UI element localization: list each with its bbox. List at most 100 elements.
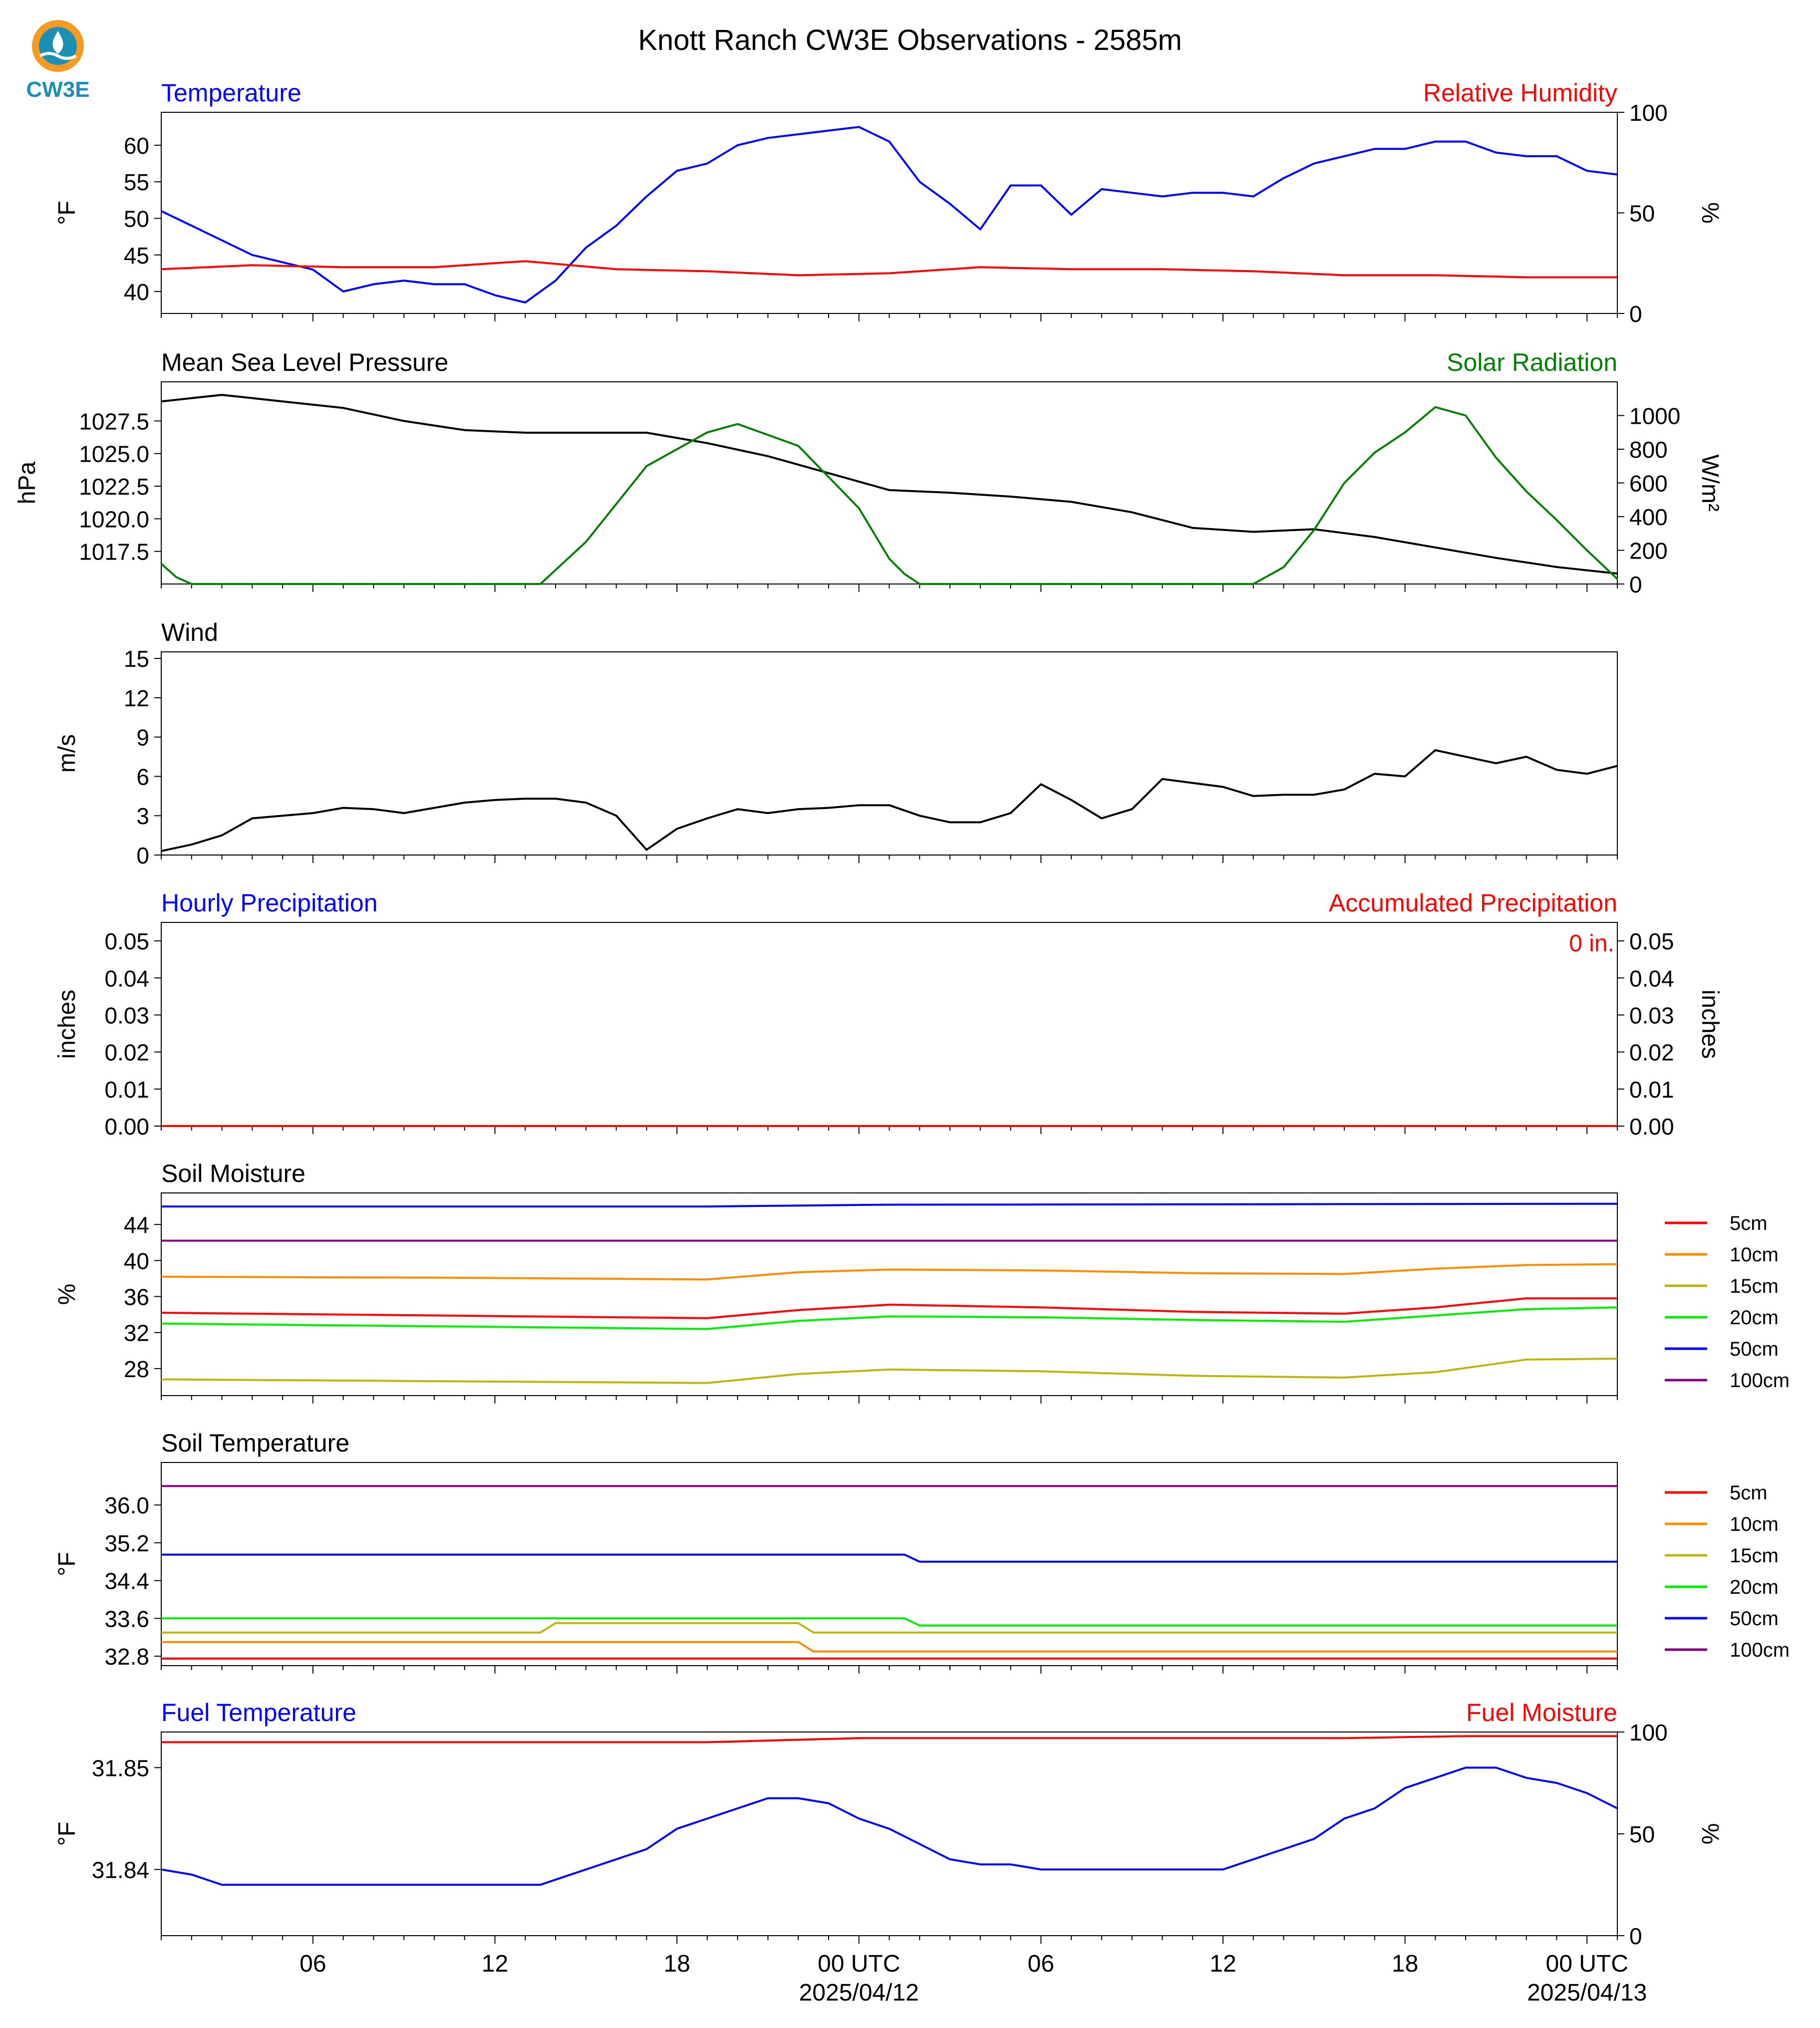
y-right-tick-label: 1000 [1629,403,1680,429]
y-tick-label: 6 [136,764,149,790]
series-15cm [161,1358,1618,1384]
y-axis-label: °F [54,1822,80,1846]
y-tick-label: 1025.0 [79,441,149,467]
y-right-tick-label: 0.04 [1629,965,1674,991]
y-right-tick-label: 0.01 [1629,1077,1674,1103]
series-temperature [161,126,1618,303]
series-solar-radiation [160,406,1618,585]
panel-title-left: Soil Temperature [161,1429,349,1457]
panel-title-right: Accumulated Precipitation [1329,889,1617,917]
plot-frame [161,381,1618,584]
y-tick-label: 1017.5 [79,539,149,565]
y-tick-label: 36 [124,1284,149,1310]
panel-title-left: Hourly Precipitation [161,889,378,917]
plot-frame [161,1462,1618,1666]
y-tick-label: 1027.5 [79,408,149,434]
y-axis-label: °F [54,1552,80,1576]
y-tick-label: 60 [124,133,149,159]
accumulation-annotation: 0 in. [1569,930,1614,957]
x-date-label: 2025/04/12 [799,1980,919,2006]
panel-title-left: Mean Sea Level Pressure [161,348,448,376]
y-right-tick-label: 0.05 [1629,928,1674,954]
y-axis-label: % [54,1284,80,1305]
panel-4: Hourly Precipitation Accumulated Precipit… [54,889,1723,1140]
panel-7: Fuel Temperature Fuel Moisture 31.84 31.85 °… [54,1699,1723,1949]
plot-frame [161,1192,1618,1396]
panel-title-left: Soil Moisture [161,1159,305,1187]
plot-frame [161,1732,1618,1936]
x-tick-label: 18 [663,1951,690,1977]
logo-wave-icon [39,52,77,60]
series-10cm [161,1263,1618,1281]
panel-6: Soil Temperature 32.8 33.6 34.4 35.2 36.0 °F 5c… [54,1429,1790,1674]
y-axis-label: °F [54,201,80,225]
y-axis-label: inches [54,990,80,1059]
series-50cm [161,1202,1618,1208]
legend-label: 20cm [1730,1307,1779,1329]
y-tick-label: 28 [124,1356,149,1382]
series-mean-sea-level-pressure [161,394,1618,575]
y-tick-label: 31.85 [92,1755,149,1781]
x-tick-label: 12 [1210,1951,1236,1977]
y-tick-label: 15 [124,646,149,672]
y-tick-label: 34.4 [104,1568,149,1594]
y-tick-label: 32.8 [104,1644,149,1670]
y-right-axis-label: % [1697,1823,1723,1845]
y-tick-label: 44 [124,1212,149,1238]
series-wind [161,749,1618,853]
y-tick-label: 36.0 [104,1492,149,1518]
y-tick-label: 0 [136,843,149,869]
y-axis-label: m/s [54,734,80,773]
series-relative-humidity [161,260,1617,279]
panel-3: Wind 0 3 6 9 12 15 m/s [54,618,1618,869]
panel-5: Soil Moisture2832364044%5cm10cm15cm20cm5… [54,1159,1790,1404]
y-right-axis-label: % [1697,202,1723,224]
figure-title: Knott Ranch CW3E Observations - 2585m [638,24,1182,56]
panel-title-left: Fuel Temperature [161,1699,356,1727]
x-tick-label: 00 UTC [818,1951,900,1977]
cw3e-logo: CW3E [26,20,90,102]
legend-label: 10cm [1730,1513,1779,1535]
y-tick-label: 32 [124,1320,149,1346]
legend-label: 50cm [1730,1338,1779,1360]
y-tick-label: 9 [136,725,149,751]
legend-label: 10cm [1730,1244,1779,1266]
legend-label: 5cm [1730,1482,1768,1504]
plot-frame [161,651,1618,856]
legend: 5cm 10cm 15cm 20cm 50cm 100cm [1665,1482,1790,1661]
y-tick-label: 1022.5 [79,474,149,500]
legend-label: 15cm [1730,1275,1779,1297]
y-tick-label: 33.6 [104,1606,149,1632]
y-right-tick-label: 0 [1629,572,1642,597]
panel-title-right: Relative Humidity [1423,79,1617,107]
y-tick-label: 50 [124,206,149,232]
y-tick-label: 0.03 [104,1002,149,1028]
x-tick-label: 18 [1392,1951,1418,1977]
y-tick-label: 55 [124,169,149,195]
y-tick-label: 0.04 [104,965,149,991]
x-tick-label: 06 [1028,1951,1054,1977]
y-right-tick-label: 100 [1629,100,1668,126]
y-tick-label: 40 [124,1248,149,1274]
series-20cm [161,1617,1617,1627]
legend-label: 20cm [1730,1576,1779,1598]
legend: 5cm 10cm 15cm 20cm 50cm 100cm [1665,1212,1790,1392]
x-tick-label: 06 [300,1951,326,1977]
legend-label: 100cm [1730,1639,1790,1661]
y-tick-label: 0.05 [104,928,149,954]
panel-title-left: Wind [161,618,218,646]
y-axis-label: hPa [14,461,40,504]
panel-1: Temperature Relative Humidity 40 45 50 55 60 °F… [54,79,1723,327]
y-tick-label: 0.01 [104,1077,149,1103]
panel-title-left: Temperature [161,79,302,107]
panels: Temperature Relative Humidity4045505560°F… [14,79,1790,2006]
x-tick-label: 00 UTC [1546,1951,1628,1977]
series-20cm [161,1306,1618,1330]
y-right-tick-label: 100 [1629,1720,1668,1745]
y-tick-label: 45 [124,243,149,269]
series-50cm [161,1553,1617,1563]
series-10cm [161,1641,1617,1653]
series-fuel-moisture [161,1735,1617,1743]
y-tick-label: 31.84 [92,1857,149,1883]
y-tick-label: 0.02 [104,1040,149,1066]
